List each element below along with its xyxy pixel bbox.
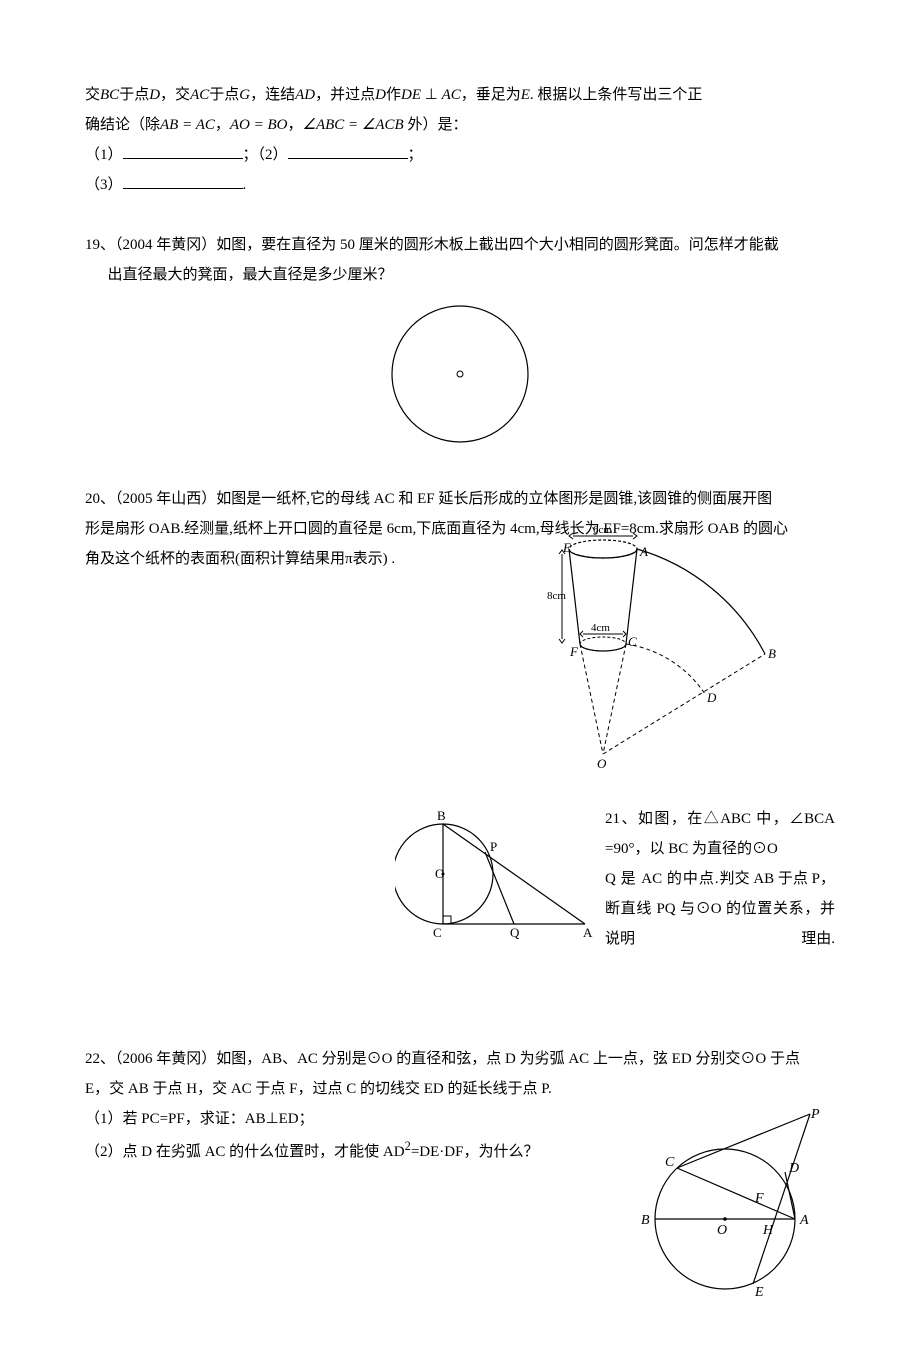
label-O: O xyxy=(597,756,607,771)
question-18-tail: 交BC于点D，交AC于点G，连结AD，并过点D作DE ⊥ AC，垂足为E. 根据… xyxy=(85,80,835,200)
text: ，并过点 xyxy=(315,87,375,103)
var-ad: AD xyxy=(295,87,315,103)
text: 于点 xyxy=(209,87,239,103)
q18-line1: 交BC于点D，交AC于点G，连结AD，并过点D作DE ⊥ AC，垂足为E. 根据… xyxy=(85,80,835,110)
q21-right1: 交 AB 于点 P， xyxy=(735,864,835,894)
label-E: E xyxy=(754,1285,764,1299)
label-C: C xyxy=(433,925,442,940)
label-P: P xyxy=(490,839,497,854)
label-C: C xyxy=(628,634,637,649)
eq2: AO = BO xyxy=(230,117,288,133)
circle-diagram xyxy=(380,294,540,454)
end: ； xyxy=(408,147,423,163)
q22-sub2a: （2）点 D 在劣弧 AC 的什么位置时，才能使 AD xyxy=(85,1144,405,1160)
label-1: （1） xyxy=(85,147,123,163)
question-19: 19、（2004 年黄冈）如图，要在直径为 50 厘米的圆形木板上截出四个大小相… xyxy=(85,230,835,454)
var-e: E xyxy=(521,87,530,103)
text: ，交 xyxy=(160,87,190,103)
q19-line1: 19、（2004 年黄冈）如图，要在直径为 50 厘米的圆形木板上截出四个大小相… xyxy=(85,230,835,260)
text: . 根据以上条件写出三个正 xyxy=(530,87,703,103)
label-A: A xyxy=(799,1213,809,1228)
q21-right2: 理由. xyxy=(801,924,835,954)
label-F: F xyxy=(754,1191,764,1206)
question-20: 20、（2005 年山西）如图是一纸杯,它的母线 AC 和 EF 延长后形成的立… xyxy=(85,484,835,774)
end: . xyxy=(243,177,247,193)
label-D: D xyxy=(706,690,717,705)
label-4cm: 4cm xyxy=(591,622,610,634)
blank-1[interactable] xyxy=(123,143,243,159)
q20-line1: 20、（2005 年山西）如图是一纸杯,它的母线 AC 和 EF 延长后形成的立… xyxy=(85,484,835,514)
text: 于点 xyxy=(119,87,149,103)
var-de: DE xyxy=(401,87,421,103)
text: ， xyxy=(215,117,230,133)
var-g: G xyxy=(239,87,250,103)
var-d2: D xyxy=(375,87,386,103)
text: 作 xyxy=(386,87,401,103)
text: ，垂足为 xyxy=(461,87,521,103)
q19-figure xyxy=(85,294,835,454)
label-3: （3） xyxy=(85,177,123,193)
label-F: F xyxy=(569,644,579,659)
label-C: C xyxy=(665,1155,675,1170)
label-B: B xyxy=(641,1213,650,1228)
label-8cm: 8cm xyxy=(547,590,566,602)
label-A: A xyxy=(639,544,648,559)
text: 外）是： xyxy=(404,117,468,133)
label-B: B xyxy=(437,808,446,823)
text: 确结论（除 xyxy=(85,117,160,133)
q19-line2: 出直径最大的凳面，最大直径是多少厘米？ xyxy=(85,260,835,290)
q18-blanks-1-2: （1） ；（2） ； xyxy=(85,140,835,170)
label-O: O xyxy=(717,1223,727,1238)
label-D: D xyxy=(788,1161,799,1176)
q21-pre: 21、如图，在△ABC 中，∠BCA =90°，以 BC 为直径的⊙O xyxy=(605,811,835,857)
text: ， xyxy=(288,117,303,133)
var-ac: AC xyxy=(190,87,209,103)
triangle-circle-diagram: B P O C Q A xyxy=(395,804,595,944)
question-22: 22、（2006 年黄冈）如图，AB、AC 分别是⊙O 的直径和弦，点 D 为劣… xyxy=(85,1044,835,1299)
q22-sub2b: =DE·DF，为什么？ xyxy=(411,1144,539,1160)
var-d: D xyxy=(149,87,160,103)
var-bc: BC xyxy=(100,87,119,103)
label-A: A xyxy=(583,925,593,940)
q18-blanks-3: （3）. xyxy=(85,170,835,200)
text: 交 xyxy=(85,87,100,103)
q22-line2: E，交 AB 于点 H，交 AC 于点 F，过点 C 的切线交 ED 的延长线于… xyxy=(85,1074,835,1104)
label-Q: Q xyxy=(510,925,520,940)
sep: ；（2） xyxy=(243,147,288,163)
blank-3[interactable] xyxy=(123,173,243,189)
eq3: ∠ABC = ∠ACB xyxy=(303,117,404,133)
cone-sector-diagram: 6cm 4cm 8cm E A F C B D O xyxy=(545,524,835,774)
var-ac2: AC xyxy=(442,87,461,103)
text: ，连结 xyxy=(250,87,295,103)
circle-tangent-diagram: P C D F B O H A E xyxy=(625,1104,835,1299)
eq1: AB = AC xyxy=(160,117,215,133)
q22-line1: 22、（2006 年黄冈）如图，AB、AC 分别是⊙O 的直径和弦，点 D 为劣… xyxy=(85,1044,835,1074)
perp: ⊥ xyxy=(421,87,442,103)
q20-line2: 形是扇形 OAB.经测量,纸杯上开口圆的直径是 6cm,下底面直径为 4cm,母… xyxy=(85,514,835,544)
blank-2[interactable] xyxy=(288,143,408,159)
label-B: B xyxy=(768,646,776,661)
label-H: H xyxy=(762,1223,774,1238)
question-21: B P O C Q A 21、如图，在△ABC 中，∠BCA =90°，以 BC… xyxy=(85,804,835,954)
q18-line2: 确结论（除AB = AC，AO = BO，∠ABC = ∠ACB 外）是： xyxy=(85,110,835,140)
label-P: P xyxy=(810,1107,820,1122)
